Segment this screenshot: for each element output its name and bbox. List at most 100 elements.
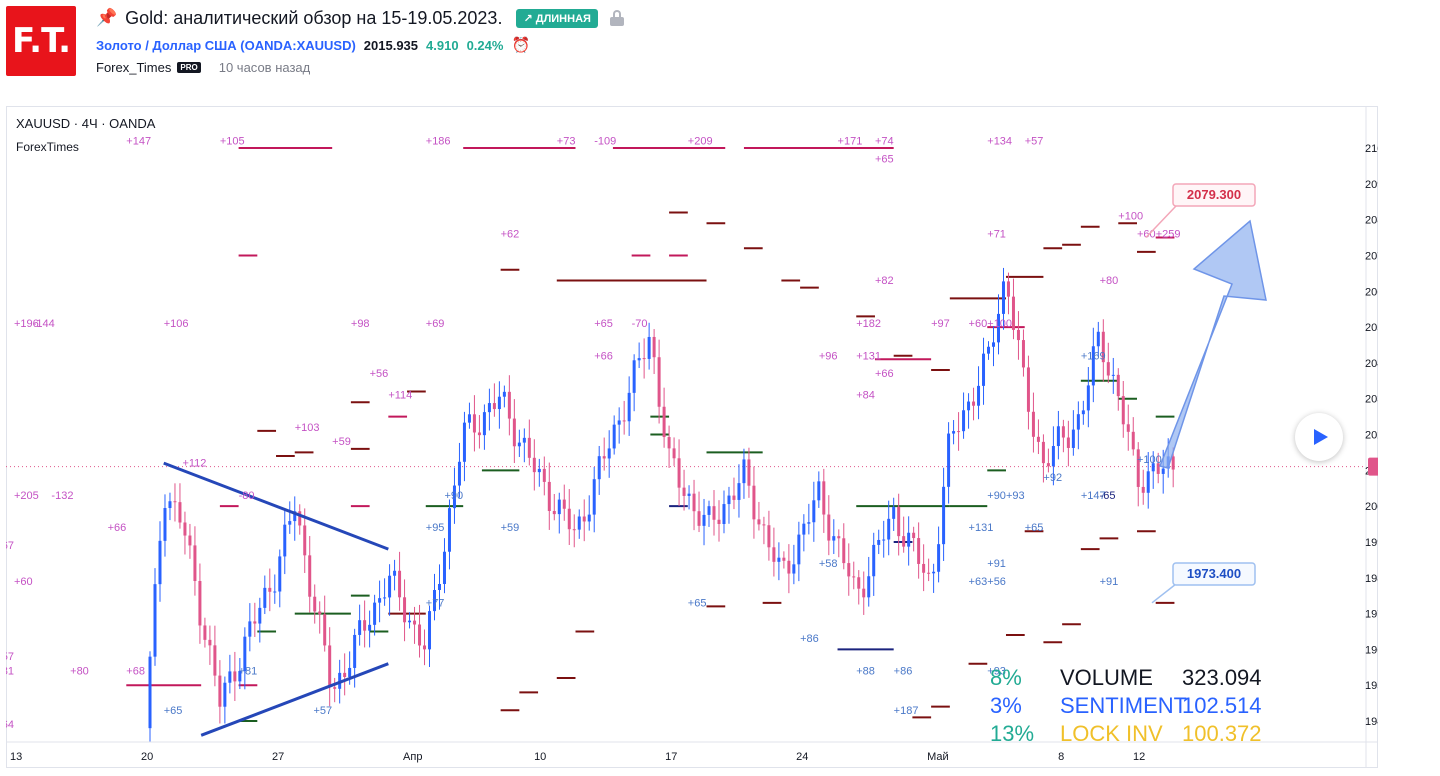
candle-body xyxy=(452,485,456,509)
level-annotation: +82 xyxy=(875,275,894,287)
candle-body xyxy=(1141,486,1145,493)
price-tick-label: 2080.000 xyxy=(1365,215,1378,227)
candle-body xyxy=(1116,374,1120,397)
candle-body xyxy=(932,571,936,574)
level-annotation: +59 xyxy=(501,522,520,534)
candle-body xyxy=(198,581,202,626)
plot-area: +147 +105 +186 +73 -109 +209 +171 +74 +65 +134 +57… xyxy=(6,135,1366,742)
candle-body xyxy=(762,524,766,526)
candle-body xyxy=(218,675,222,707)
candle-body xyxy=(517,442,521,447)
level-annotation: -144 xyxy=(33,318,55,330)
level-annotation: +68 xyxy=(126,665,145,677)
author-name[interactable]: Forex_Times xyxy=(96,60,172,75)
candle-body xyxy=(587,514,591,522)
level-annotation: +186 xyxy=(426,135,451,147)
candle-body xyxy=(1061,426,1065,438)
candle-body xyxy=(672,448,676,459)
candle-body xyxy=(447,508,451,552)
candle-body xyxy=(907,532,911,547)
stats-row-sentiment: 3% SENTIMENT 102.514 xyxy=(990,692,1262,720)
lock-icon xyxy=(609,10,624,26)
candle-body xyxy=(1171,456,1175,470)
candle-body xyxy=(403,597,407,623)
level-annotation: +205 xyxy=(14,490,39,502)
target-low-label: 1973.400 xyxy=(1172,562,1256,586)
candle-body xyxy=(203,625,207,640)
level-annotation: +90 xyxy=(987,490,1006,502)
candle-body xyxy=(477,432,481,436)
level-annotation: +98 xyxy=(351,318,370,330)
stat-label: LOCK INV xyxy=(1060,721,1163,746)
level-annotation: +73 xyxy=(557,135,576,147)
candle-body xyxy=(238,670,242,682)
candle-body xyxy=(677,458,681,488)
candle-body xyxy=(592,479,596,515)
candle-body xyxy=(173,501,177,503)
candle-body xyxy=(163,508,167,541)
candle-body xyxy=(1086,385,1090,411)
level-annotation: +171 xyxy=(838,135,863,147)
level-annotation: +66 xyxy=(875,368,894,380)
candle-body xyxy=(697,511,701,526)
play-replay-button[interactable] xyxy=(1295,413,1343,461)
candle-body xyxy=(243,636,247,671)
logo-text: F.T. xyxy=(11,21,71,61)
candle-body xyxy=(283,524,287,557)
candle-body xyxy=(288,521,292,525)
candle-body xyxy=(1021,340,1025,368)
alarm-icon[interactable]: ⏰ xyxy=(511,37,531,54)
level-annotation: +100 xyxy=(1137,454,1162,466)
price-chart[interactable]: +147 +105 +186 +73 -109 +209 +171 +74 +65 +134 +57… xyxy=(6,106,1378,768)
level-annotation: +64 xyxy=(6,719,14,731)
candle-body xyxy=(572,529,576,531)
candle-body xyxy=(912,532,916,539)
forex-times-logo[interactable]: F.T. xyxy=(6,6,76,76)
candle-body xyxy=(383,597,387,599)
candle-body xyxy=(188,535,192,546)
candle-body xyxy=(862,588,866,598)
candle-body xyxy=(727,495,731,505)
candle-body xyxy=(657,357,661,407)
level-annotation: +100 xyxy=(987,318,1012,330)
level-annotation: +62 xyxy=(501,229,520,241)
candle-body xyxy=(627,392,631,422)
candle-body xyxy=(527,437,531,458)
candle-body xyxy=(153,584,157,657)
candle-body xyxy=(278,556,282,592)
candle-body xyxy=(742,459,746,484)
time-tick-label: 27 xyxy=(272,751,284,763)
candle-body xyxy=(887,518,891,540)
candle-body xyxy=(992,342,996,347)
symbol-name-link[interactable]: Золото / Доллар США (OANDA:XAUUSD) xyxy=(96,37,356,53)
candle-body xyxy=(1056,426,1060,447)
candle-body xyxy=(617,420,621,425)
candle-body xyxy=(582,516,586,522)
candle-body xyxy=(258,607,262,624)
level-annotation: +66 xyxy=(108,522,127,534)
candle-body xyxy=(612,424,616,449)
level-annotation: +182 xyxy=(856,318,881,330)
level-annotation: +86 xyxy=(894,665,913,677)
target-high-label-box xyxy=(1172,183,1256,207)
candle-body xyxy=(662,406,666,438)
candle-body xyxy=(967,401,971,411)
candle-body xyxy=(682,487,686,496)
level-annotation: +65 xyxy=(688,597,707,609)
idea-title-row: 📌 Gold: аналитический обзор на 15-19.05.… xyxy=(96,6,624,30)
candle-body xyxy=(942,486,946,545)
price-tick-label: 2050.000 xyxy=(1365,322,1378,334)
candle-body xyxy=(852,576,856,578)
stats-row-lock-inv: 13% LOCK INV 100.372 xyxy=(990,720,1262,748)
candle-body xyxy=(1051,446,1055,467)
candle-body xyxy=(1111,374,1115,376)
candle-body xyxy=(797,534,801,565)
candle-body xyxy=(1026,367,1030,412)
candle-body xyxy=(308,555,312,597)
candle-body xyxy=(607,448,611,459)
candle-body xyxy=(1101,331,1105,363)
level-annotation: +80 xyxy=(70,665,89,677)
candle-body xyxy=(358,620,362,635)
level-annotation: +69 xyxy=(426,318,445,330)
candle-body xyxy=(1106,362,1110,376)
